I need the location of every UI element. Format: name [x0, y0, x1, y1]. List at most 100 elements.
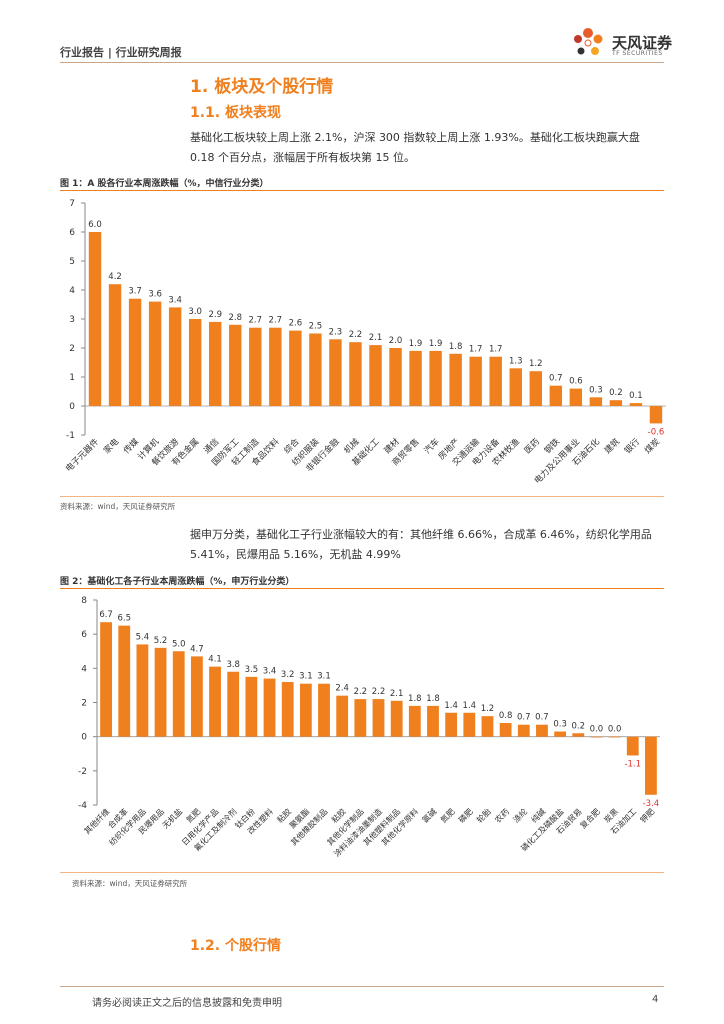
chart1-value-label: 1.7: [469, 345, 483, 355]
chart1-value-label: 2.1: [369, 333, 383, 343]
chart2-value-label: 2.1: [390, 689, 404, 699]
chart1-bar: [128, 298, 142, 406]
footer-disclaimer: 请务必阅读正文之后的信息披露和免责申明: [92, 998, 282, 1009]
chart2-bar: [445, 712, 458, 737]
chart1-bar: [649, 406, 663, 424]
chart1-bar: [509, 368, 522, 406]
chart1-bar: [589, 397, 603, 406]
chart1-bar: [269, 327, 282, 406]
header-divider: [60, 62, 664, 63]
subsection-title-sector: 1.1. 板块表现: [190, 105, 281, 121]
chart2-bar: [408, 705, 421, 737]
chart1-value-label: 3.6: [148, 290, 162, 300]
chart1-value-label: -0.6: [648, 427, 665, 437]
chart1-value-label: 2.7: [269, 316, 283, 326]
chart1-y-tick-label: -1: [66, 431, 75, 441]
chart1-category-label: 医药: [522, 436, 542, 456]
chart1-y-tick-label: 2: [69, 344, 75, 354]
chart2-category-label: 农药: [493, 806, 511, 824]
chart1-value-label: 0.2: [609, 388, 623, 398]
chart2-value-label: 0.3: [553, 720, 567, 730]
chart2-bar: [136, 644, 149, 737]
chart1-bar: [329, 339, 342, 406]
chart1-bar: [449, 353, 462, 406]
chart1-bar: [469, 356, 482, 406]
chart1-value-label: 2.6: [289, 319, 303, 329]
chart2-category-label: 轮胎: [474, 806, 492, 824]
chart1-y-tick-label: 5: [69, 257, 75, 267]
chart1-bar: [529, 371, 542, 406]
chart2-bar: [154, 647, 167, 737]
chart1-value-label: 1.7: [489, 345, 503, 355]
chart1-value-label: 3.4: [168, 295, 182, 305]
chart2-y-tick-label: 6: [81, 630, 87, 640]
chart2-value-label: 0.8: [499, 711, 513, 721]
chart2-value-label: 0.0: [608, 725, 622, 735]
chart2-bar: [554, 731, 567, 737]
chart1-category-label: 银行: [622, 436, 642, 456]
figure2-title: 图 2：基础化工各子行业本周涨跌幅（%，申万行业分类）: [60, 577, 295, 587]
chart1-value-label: 1.3: [509, 356, 523, 366]
chart1-bar: [409, 350, 422, 406]
chart2-value-label: 3.4: [263, 667, 277, 677]
logo-flower-icon: [574, 28, 603, 55]
chart1-bar: [88, 232, 102, 406]
logo-text: 天风证券: [612, 34, 673, 52]
chart2-bar: [608, 736, 621, 738]
chart2-category-label: 钾肥: [639, 807, 657, 825]
chart2-y-tick-label: 2: [81, 699, 87, 709]
chart2-value-label: 3.1: [299, 672, 313, 682]
chart2-value-label: 3.1: [317, 672, 331, 682]
chart2-value-label: -1.1: [624, 759, 641, 769]
logo-subtext: TF SECURITIES: [612, 50, 663, 57]
chart1-y-tick-label: 6: [69, 228, 75, 238]
chart1-bar: [349, 342, 362, 406]
chart2-value-label: 2.2: [354, 687, 368, 697]
chart2-y-tick-label: -4: [78, 801, 87, 811]
chart1-value-label: 1.2: [529, 359, 543, 369]
chart2-y-tick-label: 0: [81, 733, 87, 743]
chart2-value-label: 0.2: [572, 721, 586, 731]
chart2-bar: [318, 683, 330, 737]
chart1-value-label: 1.9: [409, 339, 423, 349]
figure1-title: 图 1：A 股各行业本周涨跌幅（%，中信行业分类）: [60, 179, 269, 189]
chart1-bar: [489, 356, 502, 406]
chart1-value-label: 3.0: [188, 307, 202, 317]
chart2-value-label: 0.7: [517, 713, 531, 723]
chart2-value-label: 5.0: [172, 639, 186, 649]
chart1-y-tick-label: 1: [69, 373, 75, 383]
chart2-y-tick-label: 4: [81, 664, 87, 674]
chart2-bar: [209, 666, 221, 737]
chart2-bar: [299, 683, 312, 737]
page-number: 4: [652, 994, 659, 1005]
figure2-bottom-rule: [60, 872, 664, 873]
chart2-bar: [645, 736, 657, 795]
chart2-value-label: 5.2: [154, 636, 168, 646]
chart2-bar: [536, 724, 548, 737]
chart1-value-label: 2.2: [349, 330, 363, 340]
chart1-bar: [429, 350, 442, 406]
chart2-value-label: 3.5: [245, 665, 259, 675]
header-section-label: 行业报告 | 行业研究周报: [60, 46, 182, 59]
paragraph-subindustry-performance: 据申万分类，基础化工子行业涨幅较大的有：其他纤维 6.66%，合成革 6.46%…: [190, 528, 652, 561]
chart1-y-tick-label: 0: [69, 402, 75, 412]
chart2-bar: [572, 733, 585, 737]
chart1-value-label: 2.3: [329, 327, 343, 337]
chart1-value-label: 6.0: [88, 220, 102, 230]
chart2-category-label: 氯碱: [420, 806, 438, 824]
chart1-value-label: 2.8: [228, 313, 242, 323]
chart1-category-label: 煤炭: [642, 436, 662, 456]
chart1-value-label: 4.2: [108, 272, 122, 282]
chart2-category-label: 磷肥: [456, 806, 474, 824]
chart1-category-label: 家电: [101, 436, 121, 456]
chart1-value-label: 0.6: [569, 377, 583, 387]
chart2-bar: [463, 712, 476, 737]
figure1-source: 资料来源：wind，天风证券研究所: [60, 502, 176, 511]
chart1-bar: [229, 324, 242, 406]
chart2-bar: [590, 736, 603, 738]
chart2-value-label: 1.8: [426, 694, 440, 704]
chart1-y-tick-label: 3: [69, 315, 75, 325]
chart1-value-label: 2.7: [249, 316, 263, 326]
chart2-value-label: -3.4: [643, 799, 660, 809]
chart1-y-tick-label: 7: [69, 199, 75, 209]
